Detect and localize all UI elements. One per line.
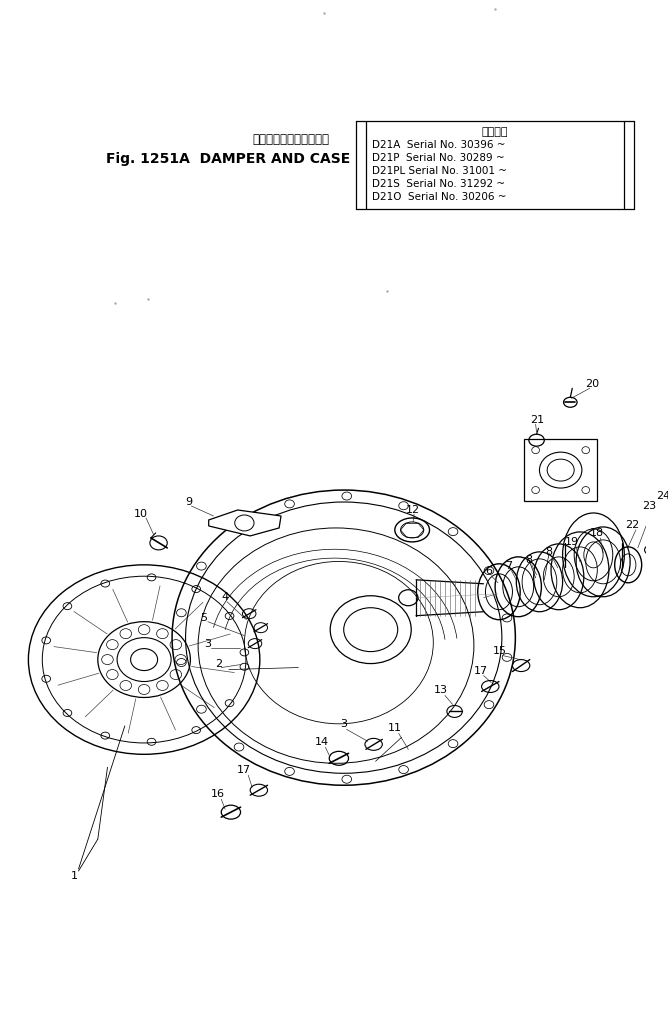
Text: D21PL Serial No. 31001 ~: D21PL Serial No. 31001 ~: [371, 166, 506, 175]
Text: 19: 19: [565, 536, 579, 547]
Text: Fig. 1251A  DAMPER AND CASE: Fig. 1251A DAMPER AND CASE: [106, 152, 350, 166]
Text: 9: 9: [185, 497, 192, 507]
Text: D21P  Serial No. 30289 ~: D21P Serial No. 30289 ~: [371, 153, 504, 163]
Text: 17: 17: [237, 766, 251, 776]
Text: D21S  Serial No. 31292 ~: D21S Serial No. 31292 ~: [371, 178, 505, 189]
Text: 16: 16: [210, 789, 224, 799]
Text: 23: 23: [643, 501, 657, 511]
Text: 8: 8: [546, 547, 552, 557]
FancyBboxPatch shape: [524, 439, 597, 501]
Text: 8: 8: [525, 555, 532, 565]
Text: 5: 5: [200, 612, 207, 623]
Text: 22: 22: [625, 520, 639, 530]
Text: ダンパ　および　ケース: ダンパ および ケース: [253, 133, 329, 146]
Text: 11: 11: [388, 723, 402, 733]
Text: 18: 18: [591, 528, 605, 538]
Text: 3: 3: [204, 639, 211, 649]
Text: 13: 13: [434, 685, 448, 696]
Text: 3: 3: [340, 719, 347, 729]
Text: 適用号機: 適用号機: [482, 127, 508, 137]
Text: 15: 15: [493, 646, 507, 656]
Text: 6: 6: [485, 566, 492, 576]
Text: 4: 4: [222, 592, 228, 601]
Text: D21A  Serial No. 30396 ~: D21A Serial No. 30396 ~: [371, 140, 505, 150]
Text: D21O  Serial No. 30206 ~: D21O Serial No. 30206 ~: [371, 192, 506, 202]
Text: 17: 17: [474, 665, 488, 675]
Text: 7: 7: [505, 561, 512, 571]
Text: 14: 14: [315, 737, 329, 747]
Polygon shape: [208, 510, 281, 536]
Text: 2: 2: [215, 658, 222, 668]
Text: 12: 12: [406, 505, 420, 515]
Text: 20: 20: [585, 379, 600, 389]
Text: 1: 1: [71, 871, 78, 881]
Text: 10: 10: [134, 509, 148, 519]
Text: 24: 24: [656, 491, 668, 501]
Text: 21: 21: [530, 416, 544, 425]
